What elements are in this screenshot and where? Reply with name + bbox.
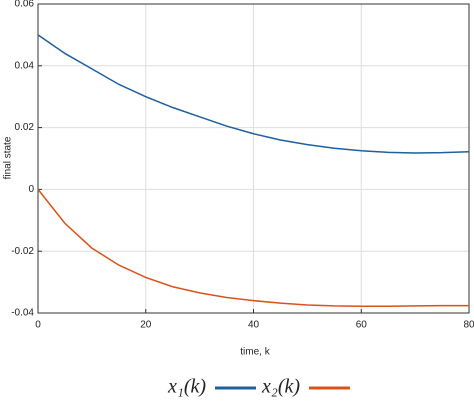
legend-label: x₂(k): [261, 376, 300, 398]
y-tick-label: 0.06: [15, 0, 35, 10]
y-tick-label: 0.02: [15, 122, 35, 133]
x-tick-label: 20: [140, 320, 152, 331]
y-tick-label: -0.02: [11, 246, 34, 257]
series-line: [37, 34, 470, 154]
series-line: [37, 188, 469, 307]
y-axis-label: final state: [3, 136, 14, 179]
y-tick-label: 0: [28, 184, 34, 195]
x-tick-label: 80: [463, 320, 474, 331]
x-axis-label: time, k: [240, 347, 270, 358]
x-tick-label: 60: [356, 320, 368, 331]
y-tick-label: 0.04: [15, 60, 35, 71]
x-tick-label: 0: [35, 320, 41, 331]
axes-box: [37, 3, 470, 314]
x-tick-label: 40: [248, 320, 260, 331]
legend-label: x₁(k): [167, 376, 206, 398]
y-tick-label: -0.04: [11, 308, 34, 319]
